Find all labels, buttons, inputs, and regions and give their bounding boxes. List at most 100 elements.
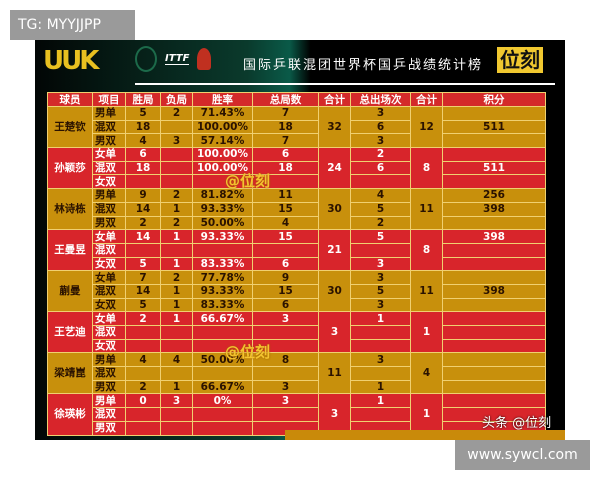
win-rate-cell [192,325,253,340]
win-rate-cell: 93.33% [192,201,253,217]
event-cell: 女双 [92,297,126,313]
appearances-cell [350,325,411,340]
table-row: 男双 4 3 57.14% 7 3 [48,133,546,149]
appearances-sum-cell: 1 [410,393,443,436]
appearances-cell: 6 [350,160,411,176]
stats-poster: UUK ITTF 国际乒联混团世界杯国乒战绩统计榜 位刻 球员 项目 胜局 负局 胜率总… [35,40,565,440]
table-header-row: 球员 项目 胜局 负局 胜率 总局数 合计 总出场次 合计 积分 [47,92,546,107]
losses-cell: 1 [160,297,193,313]
appearances-sum-cell: 1 [410,311,443,354]
column-header: 负局 [160,92,193,107]
win-rate-cell: 50.00% [192,352,253,368]
table-row: 混双 [48,366,546,381]
wins-cell: 14 [125,229,161,244]
event-cell: 男双 [92,379,126,395]
appearances-sum-cell: 4 [410,352,443,395]
table-row: 王楚钦 男单 5 2 71.43% 7 32 3 12 [47,105,546,149]
wins-cell [125,325,161,340]
losses-cell: 2 [160,270,193,285]
wins-cell: 2 [125,311,161,326]
event-cell: 男双 [92,133,126,149]
event-cell: 混双 [92,119,126,135]
stats-table: 球员 项目 胜局 负局 胜率 总局数 合计 总出场次 合计 积分 王楚钦 男单 5 2 71.43% 7 32… [47,92,546,436]
wins-cell: 18 [125,160,161,176]
points-cell: 398 [442,283,546,299]
brand-badge: 位刻 [497,47,543,73]
wins-cell [125,420,161,436]
total-games-cell: 4 [252,215,319,231]
table-row: 混双 14 1 93.33% 15 5 398 [48,201,546,217]
points-cell: 398 [442,229,546,244]
total-games-cell: 11 [252,188,319,203]
win-rate-cell: 100.00% [192,119,253,135]
event-cell: 混双 [92,407,126,422]
wins-cell: 7 [125,270,161,285]
total-games-cell [252,174,319,190]
table-row: 王艺迪 女单 2 1 66.67% 3 3 1 1 [47,311,546,354]
wins-cell: 5 [125,106,161,121]
column-header: 胜局 [125,92,161,107]
table-row: 女双 [48,174,546,190]
table-row: 梁靖崑 男单 4 4 50.00% 8 11 3 4 [47,352,546,395]
player-name: 蒯曼 [47,270,93,313]
win-rate-cell [192,242,253,258]
total-games-cell: 3 [252,379,319,395]
points-cell [442,297,546,313]
appearances-cell [350,174,411,190]
column-header: 球员 [47,92,93,107]
table-row: 混双 [48,325,546,340]
losses-cell [160,366,193,381]
table-row: 混双 18 100.00% 18 6 511 [48,160,546,176]
win-rate-cell: 83.33% [192,297,253,313]
appearances-cell: 1 [350,311,411,326]
games-sum-cell: 30 [318,188,351,231]
wins-cell: 18 [125,119,161,135]
games-sum-cell: 30 [318,270,351,313]
losses-cell [160,119,193,135]
table-row: 男双 2 2 50.00% 4 2 [48,215,546,231]
event-cell: 女双 [92,256,126,272]
wins-cell [125,407,161,422]
table-row: 混双 14 1 93.33% 15 5 398 [48,283,546,299]
wins-cell [125,174,161,190]
win-rate-cell: 71.43% [192,106,253,121]
wins-cell: 2 [125,215,161,231]
wins-cell: 9 [125,188,161,203]
losses-cell: 1 [160,201,193,217]
total-games-cell: 15 [252,201,319,217]
total-games-cell: 15 [252,229,319,244]
event-cell: 女单 [92,311,126,326]
event-cell: 男单 [92,352,126,368]
table-row: 林诗栋 男单 9 2 81.82% 11 30 4 11 256 [47,188,546,231]
losses-cell [160,147,193,162]
total-games-cell: 15 [252,283,319,299]
losses-cell [160,160,193,176]
table-row: 徐瑛彬 男单 0 3 0% 3 3 1 1 [47,393,546,436]
column-header: 合计 [318,92,351,107]
win-rate-cell: 66.67% [192,379,253,395]
games-sum-cell: 32 [318,105,351,149]
event-cell: 混双 [92,366,126,381]
appearances-cell [350,242,411,258]
win-rate-cell: 0% [192,393,253,409]
event-cell: 男单 [92,188,126,203]
losses-cell [160,242,193,258]
losses-cell: 3 [160,393,193,409]
site-label: www.sywcl.com [455,440,590,470]
table-row: 孙颖莎 女单 6 100.00% 6 24 2 8 [47,147,546,190]
points-cell: 511 [442,160,546,176]
win-rate-cell: 93.33% [192,283,253,299]
column-header: 项目 [92,92,126,107]
appearances-sum-cell: 11 [410,270,443,313]
wins-cell: 14 [125,201,161,217]
losses-cell: 1 [160,229,193,244]
appearances-cell: 3 [350,256,411,272]
ittf-logo: ITTF [165,53,190,65]
points-cell [442,270,546,285]
games-sum-cell: 3 [318,393,351,436]
event-cell: 混双 [92,325,126,340]
wins-cell: 4 [125,352,161,368]
event-cell: 女双 [92,174,126,190]
player-name: 梁靖崑 [47,352,93,395]
event-cell: 混双 [92,201,126,217]
